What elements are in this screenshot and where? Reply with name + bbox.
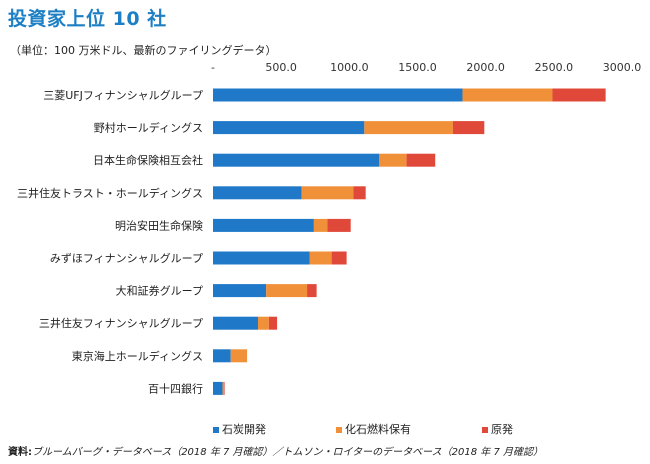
bar-segment-coal	[213, 88, 463, 102]
bar-segment-nuclear	[327, 218, 351, 232]
legend-swatch	[336, 427, 342, 433]
bar-segment-coal	[213, 218, 314, 232]
bar-segment-nuclear	[307, 284, 317, 298]
legend-label: 石炭開発	[222, 422, 266, 436]
category-label: 三菱UFJフィナンシャルグループ	[43, 88, 203, 102]
x-tick-label: 1000.0	[330, 61, 369, 74]
bar-segment-nuclear	[552, 88, 606, 102]
category-label: 三井住友トラスト・ホールディングス	[17, 186, 203, 200]
bar-segment-coal	[213, 349, 231, 363]
bar-segment-fossil	[379, 153, 407, 167]
bar-segment-nuclear	[331, 251, 347, 265]
category-label: 大和証券グループ	[116, 284, 203, 298]
bar-segment-nuclear	[223, 381, 225, 395]
source-text: ブルームバーグ・データベース（2018 年 7 月確認）／トムソン・ロイターのデ…	[32, 447, 543, 458]
bar-segment-fossil	[462, 88, 553, 102]
bar-segment-fossil	[309, 251, 332, 265]
bar-segment-fossil	[230, 349, 248, 363]
bar-segment-coal	[213, 186, 302, 200]
bar-segment-nuclear	[353, 186, 366, 200]
x-tick-label: 2000.0	[466, 61, 505, 74]
bar-segment-coal	[213, 316, 258, 330]
category-label: 明治安田生命保険	[115, 218, 203, 232]
legend-label: 原発	[491, 422, 513, 436]
bar-segment-fossil	[257, 316, 269, 330]
bar-segment-fossil	[364, 121, 453, 135]
x-tick-label: 500.0	[265, 61, 297, 74]
legend-label: 化石燃料保有	[345, 422, 411, 436]
chart-title: 投資家上位 10 社	[8, 8, 167, 30]
x-tick-label: 2500.0	[535, 61, 574, 74]
x-tick-label: 1500.0	[398, 61, 437, 74]
bar-segment-nuclear	[268, 316, 278, 330]
x-tick-label: -	[211, 61, 215, 74]
bar-segment-coal	[213, 284, 267, 298]
stacked-bar-chart: - 500.0 1000.0 1500.0 2000.0 2500.0 3000.0 三菱UF…	[17, 61, 642, 436]
bar-segment-fossil	[266, 284, 308, 298]
category-label: 日本生命保険相互会社	[93, 153, 203, 167]
bar-segment-coal	[213, 153, 380, 167]
x-tick-label: 3000.0	[603, 61, 642, 74]
bar-segment-fossil	[313, 218, 328, 232]
bar-segment-fossil	[222, 381, 224, 395]
bar-segment-nuclear	[452, 121, 485, 135]
unit-note: （単位：100 万米ドル、最新のファイリングデータ）	[10, 44, 277, 57]
bar-segment-coal	[213, 251, 310, 265]
bar-segment-nuclear	[406, 153, 436, 167]
legend-swatch	[482, 427, 488, 433]
source-label: 資料:	[8, 447, 32, 458]
bar-segment-fossil	[301, 186, 354, 200]
category-label: 三井住友フィナンシャルグループ	[39, 316, 203, 330]
bar-segment-coal	[213, 381, 223, 395]
source-note: 資料:ブルームバーグ・データベース（2018 年 7 月確認）／トムソン・ロイタ…	[8, 443, 543, 458]
bar-segment-coal	[213, 121, 365, 135]
category-label: 野村ホールディングス	[94, 121, 203, 135]
legend-swatch	[213, 427, 219, 433]
category-label: 東京海上ホールディングス	[72, 349, 203, 363]
category-label: 百十四銀行	[148, 381, 203, 395]
category-label: みずほフィナンシャルグループ	[50, 251, 203, 265]
